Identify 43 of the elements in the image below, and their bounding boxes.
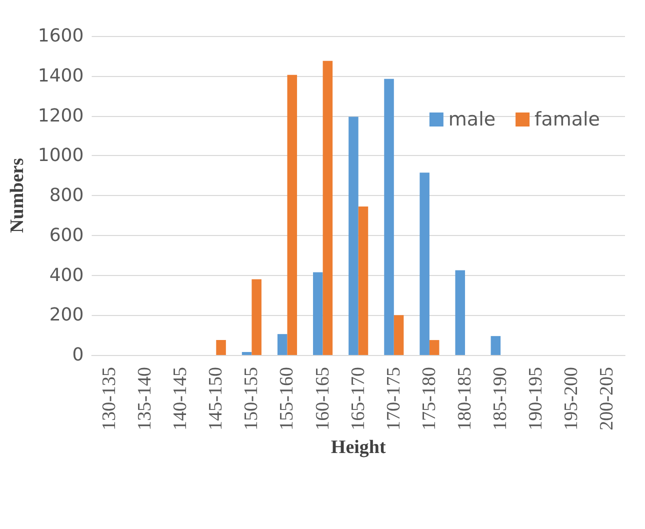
bar bbox=[287, 74, 298, 355]
bar bbox=[348, 116, 358, 355]
x-tick-label: 200-205 bbox=[596, 367, 618, 430]
bar bbox=[216, 340, 226, 355]
x-tick-label: 150-155 bbox=[241, 367, 262, 430]
x-tick-label: 165-170 bbox=[348, 367, 369, 430]
y-tick-label: 1400 bbox=[38, 65, 84, 86]
x-tick-label: 135-140 bbox=[134, 367, 156, 430]
legend-label: male bbox=[448, 108, 496, 130]
y-tick-label: 1200 bbox=[38, 105, 84, 126]
bar bbox=[358, 206, 368, 355]
bar bbox=[420, 172, 430, 355]
y-tick-label: 1000 bbox=[38, 145, 84, 166]
y-tick-label: 0 bbox=[72, 344, 84, 366]
x-tick-label: 190-195 bbox=[526, 367, 547, 430]
x-tick-label: 160-165 bbox=[312, 367, 334, 430]
x-tick-label: 185-190 bbox=[490, 367, 512, 430]
y-axis-title: Numbers bbox=[7, 158, 28, 233]
x-tick-label: 140-145 bbox=[170, 367, 192, 430]
bar bbox=[322, 60, 333, 355]
y-tick-label: 400 bbox=[49, 264, 84, 286]
x-tick-label: 195-200 bbox=[561, 367, 582, 430]
bar bbox=[242, 352, 252, 355]
y-tick-label: 600 bbox=[49, 224, 84, 246]
y-tick-label: 1600 bbox=[38, 26, 84, 46]
bar bbox=[490, 336, 501, 355]
x-axis-title: Height bbox=[330, 437, 386, 458]
bar bbox=[252, 279, 262, 355]
x-tick-label: 155-160 bbox=[276, 367, 298, 430]
y-tick-label: 800 bbox=[49, 185, 84, 206]
bar bbox=[384, 78, 394, 355]
y-tick-label: 200 bbox=[49, 304, 84, 326]
x-tick-label: 175-180 bbox=[418, 367, 440, 430]
x-tick-label: 170-175 bbox=[383, 367, 404, 430]
x-tick-label: 180-185 bbox=[454, 367, 476, 430]
bar bbox=[313, 272, 323, 355]
x-tick-label: 145-150 bbox=[206, 367, 227, 430]
x-tick-label: 130-135 bbox=[98, 367, 120, 430]
bar bbox=[394, 315, 404, 355]
bar bbox=[455, 270, 466, 355]
bar bbox=[429, 340, 440, 355]
legend-label: famale bbox=[534, 108, 600, 130]
bar bbox=[277, 334, 288, 355]
